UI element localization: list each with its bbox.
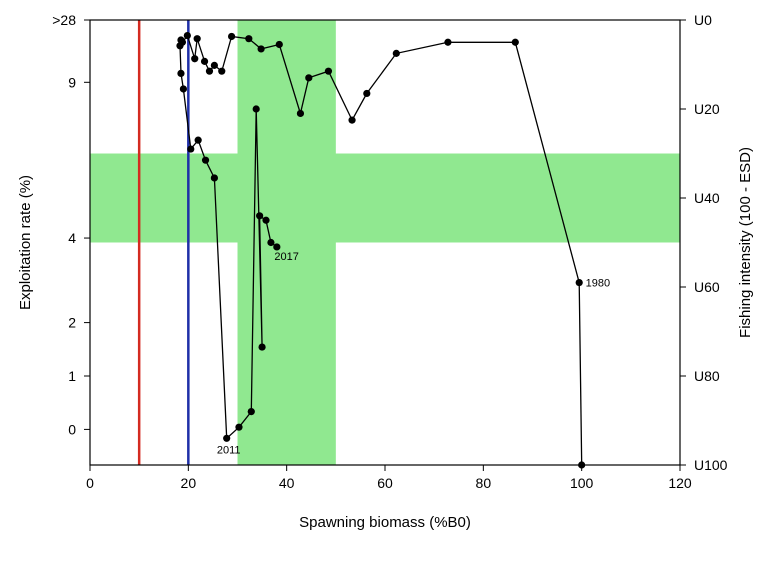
data-point xyxy=(210,61,218,69)
target-zone xyxy=(90,20,680,465)
data-point xyxy=(257,45,265,53)
axes: 0 20 40 60 80 100 120 >28 9 4 2 1 0 U0 U20 U40 U60 U80 U10… xyxy=(52,12,727,491)
right-y-tick-label: U20 xyxy=(694,101,720,117)
left-y-axis-title: Exploitation rate (%) xyxy=(17,175,34,310)
right-y-tick-label: U100 xyxy=(694,457,728,473)
left-y-tick-label: >28 xyxy=(52,12,76,28)
data-point xyxy=(223,434,231,442)
data-point xyxy=(218,67,226,75)
right-y-tick-label: U0 xyxy=(694,12,712,28)
data-point xyxy=(193,35,201,43)
data-point xyxy=(247,408,255,416)
right-y-tick-label: U60 xyxy=(694,279,720,295)
data-point xyxy=(392,49,400,57)
data-point xyxy=(179,85,188,93)
right-y-tick-label: U40 xyxy=(694,190,720,206)
data-point xyxy=(205,67,214,75)
data-point xyxy=(177,36,185,44)
data-point xyxy=(200,57,209,65)
data-point xyxy=(296,109,305,118)
right-y-axis-title: Fishing intensity (100 - ESD) xyxy=(737,147,754,338)
data-point xyxy=(256,212,264,220)
x-tick-label: 80 xyxy=(476,475,492,491)
data-point xyxy=(191,55,199,63)
x-tick-label: 40 xyxy=(279,475,295,491)
left-y-tick-label: 1 xyxy=(68,368,76,384)
data-point xyxy=(252,105,260,113)
data-point xyxy=(267,238,275,247)
x-tick-label: 120 xyxy=(668,475,692,491)
left-y-tick-label: 0 xyxy=(68,421,76,437)
data-point xyxy=(575,278,583,287)
data-point xyxy=(235,423,243,431)
left-y-tick-label: 9 xyxy=(68,74,76,90)
right-y-tick-label: U80 xyxy=(694,368,720,384)
x-axis-title: Spawning biomass (%B0) xyxy=(299,514,471,531)
data-point xyxy=(511,38,519,46)
data-point xyxy=(324,67,333,75)
x-tick-label: 0 xyxy=(86,475,94,491)
data-point xyxy=(262,216,270,224)
x-tick-label: 60 xyxy=(377,475,393,491)
data-point xyxy=(275,40,283,49)
reference-lines xyxy=(137,20,190,465)
left-y-tick-label: 4 xyxy=(68,230,76,246)
data-series xyxy=(176,31,586,469)
point-label: 2017 xyxy=(274,251,298,263)
x-tick-label: 20 xyxy=(181,475,197,491)
data-point xyxy=(444,38,452,46)
data-point xyxy=(194,136,202,144)
x-tick-label: 100 xyxy=(570,475,594,491)
data-point xyxy=(245,35,253,43)
data-point xyxy=(228,32,236,41)
data-point xyxy=(210,174,218,182)
point-label: 1980 xyxy=(586,278,610,290)
point-label: 2011 xyxy=(217,444,241,456)
data-point xyxy=(258,343,266,351)
target-zone-horizontal-band xyxy=(90,153,680,243)
data-point xyxy=(201,156,210,164)
data-point xyxy=(176,42,184,50)
data-point xyxy=(187,145,195,153)
data-point xyxy=(305,74,313,82)
left-y-tick-label: 2 xyxy=(68,315,76,331)
point-labels: 1980 2011 2017 xyxy=(217,251,610,457)
data-point xyxy=(363,89,371,98)
data-point xyxy=(177,69,185,77)
data-point xyxy=(348,116,356,124)
data-point xyxy=(273,243,281,251)
data-point xyxy=(183,31,191,40)
